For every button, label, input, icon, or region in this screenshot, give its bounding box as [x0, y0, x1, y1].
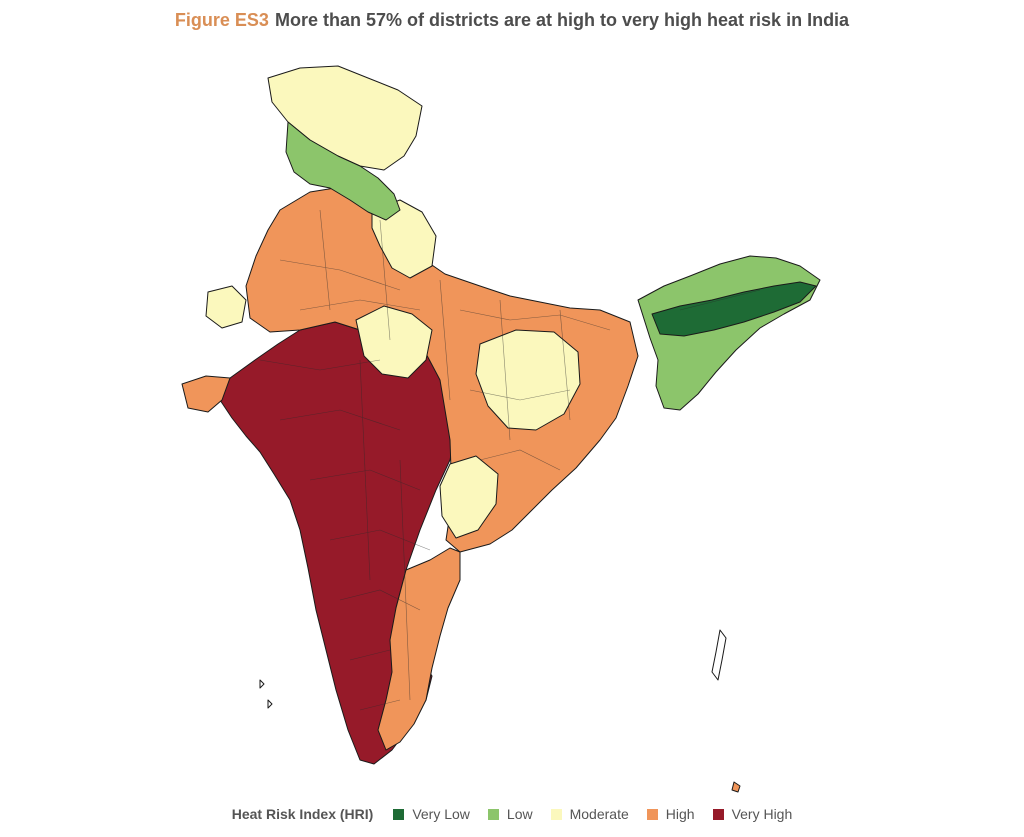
district-boundaries: [259, 209, 761, 711]
figure-label: Figure ES3: [174, 10, 269, 30]
legend-label: Very Low: [412, 806, 470, 822]
legend-item-low: Low: [487, 806, 533, 822]
region-moderate-up: [371, 199, 437, 279]
region-nicobar-islands: [731, 781, 741, 793]
region-high-gujarat-west: [181, 375, 231, 413]
region-moderate-mp: [355, 305, 433, 379]
legend-item-moderate: Moderate: [550, 806, 629, 822]
region-low-north: [285, 121, 401, 221]
region-lakshadweep-islands: [259, 679, 273, 709]
region-andaman-islands: [711, 629, 727, 681]
region-moderate-rajasthan-west: [205, 285, 247, 329]
legend-title: Heat Risk Index (HRI): [231, 806, 374, 822]
legend-item-high: High: [646, 806, 695, 822]
figure-title: Figure ES3 More than 57% of districts are…: [0, 10, 1024, 31]
map-legend: Heat Risk Index (HRI) Very Low Low Moder…: [0, 806, 1024, 822]
region-high-south: [377, 547, 461, 751]
region-moderate-east: [475, 329, 581, 431]
india-heat-risk-map: [181, 65, 821, 793]
legend-label: High: [665, 806, 695, 822]
legend-label: Moderate: [569, 806, 629, 822]
legend-label: Low: [506, 806, 533, 822]
legend-swatch: [712, 808, 724, 820]
legend-swatch: [646, 808, 658, 820]
legend-swatch: [487, 808, 499, 820]
legend-swatch: [393, 808, 405, 820]
figure-title-text: More than 57% of districts are at high t…: [274, 10, 850, 30]
legend-item-very-high: Very High: [712, 806, 793, 822]
legend-label: Very High: [731, 806, 793, 822]
legend-swatch: [550, 808, 562, 820]
region-very-low-northeast: [651, 281, 817, 337]
region-moderate-deccan: [439, 455, 499, 539]
legend-item-very-low: Very Low: [393, 806, 470, 822]
